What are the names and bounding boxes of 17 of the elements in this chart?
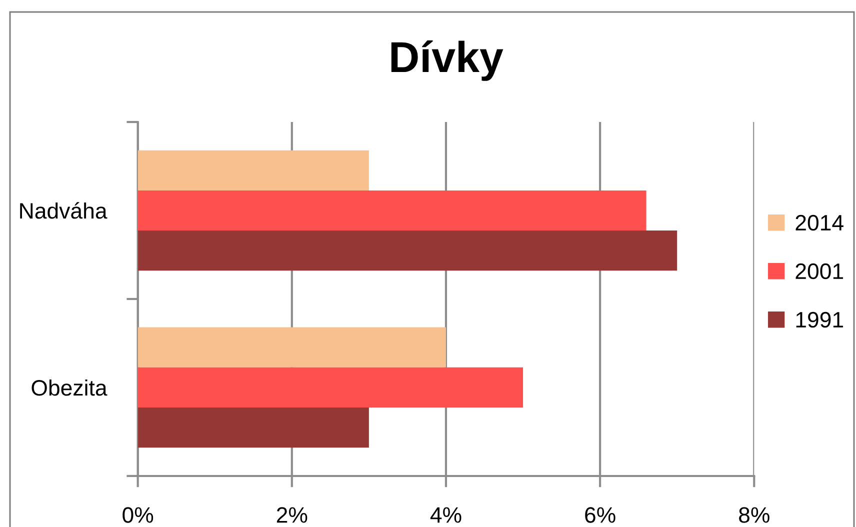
x-tick-label: 4% <box>430 507 462 523</box>
bar <box>138 327 446 368</box>
y-tick-label: Nadváha <box>20 202 108 219</box>
chart-title: Dívky <box>391 40 504 81</box>
bar <box>138 367 524 408</box>
bar <box>138 190 646 231</box>
legend-label: 1991 <box>796 312 843 328</box>
bar <box>138 150 369 190</box>
x-tick-label: 8% <box>739 507 770 523</box>
bar <box>138 408 369 448</box>
legend-label: 2001 <box>796 263 843 280</box>
x-tick-label: 2% <box>276 507 308 523</box>
x-tick-label: 6% <box>585 507 616 523</box>
bar <box>138 230 678 271</box>
legend-label: 2014 <box>796 214 844 231</box>
y-tick-label: Obezita <box>32 379 108 396</box>
x-tick-label: 0% <box>122 507 154 523</box>
